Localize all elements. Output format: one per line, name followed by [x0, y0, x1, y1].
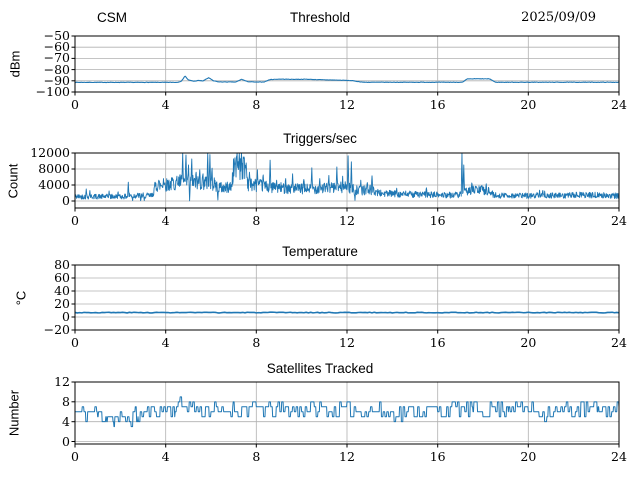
series-line-threshold-dbm	[74, 75, 620, 84]
x-tick-label: 12	[339, 449, 355, 464]
chart1-date: 2025/09/09	[521, 10, 596, 25]
y-tick-label: 12	[54, 374, 70, 389]
y-tick-label: 0	[62, 433, 70, 449]
x-tick-label: 8	[252, 335, 261, 350]
chart2-title: Triggers/sec	[283, 131, 357, 146]
chart3-title: Temperature	[282, 244, 358, 259]
x-tick-label: 20	[520, 335, 537, 350]
y-tick-label: 0	[62, 193, 70, 208]
chart2-y-axis-label: Count	[5, 163, 21, 199]
x-tick-label: 4	[161, 335, 170, 350]
x-tick-label: 0	[71, 335, 79, 350]
y-tick-label: 20	[54, 296, 70, 311]
x-tick-label: 4	[161, 213, 170, 228]
y-tick-label: −100	[35, 84, 70, 99]
series-line-satellites-tracked	[74, 396, 620, 428]
x-tick-label: 4	[161, 449, 170, 464]
x-tick-label: 8	[252, 97, 261, 112]
y-tick-label: −90	[43, 72, 70, 88]
x-tick-label: 12	[339, 335, 355, 350]
x-tick-label: 20	[520, 449, 537, 464]
chart1-left-title: CSM	[97, 10, 127, 25]
y-tick-label: 60	[54, 270, 70, 285]
x-tick-label: 16	[429, 449, 446, 464]
x-tick-label: 24	[611, 335, 627, 350]
chart4-y-axis-label: Number	[6, 389, 22, 437]
x-tick-label: 0	[71, 213, 79, 228]
y-tick-label: 8	[62, 393, 70, 409]
chart4-title: Satellites Tracked	[266, 361, 374, 376]
y-tick-label: 0	[62, 309, 70, 324]
y-tick-label: −50	[43, 28, 70, 43]
y-tick-label: 40	[54, 283, 70, 298]
x-tick-label: 8	[252, 213, 261, 228]
series-line-triggers-per-sec	[74, 152, 620, 202]
x-tick-label: 24	[611, 449, 627, 464]
x-tick-label: 4	[161, 97, 170, 112]
y-tick-label: −80	[43, 61, 70, 77]
x-tick-label: 12	[339, 97, 355, 112]
x-tick-label: 20	[520, 97, 537, 112]
y-tick-label: −20	[43, 322, 70, 337]
x-tick-label: 24	[611, 213, 627, 228]
x-tick-label: 12	[339, 213, 355, 228]
y-tick-label: 80	[54, 257, 70, 272]
y-tick-label: 8000	[38, 161, 70, 176]
x-tick-label: 0	[71, 449, 79, 464]
y-tick-label: 4	[62, 413, 70, 429]
chart1-y-axis-label: dBm	[7, 50, 23, 78]
x-tick-label: 16	[429, 213, 446, 228]
y-tick-label: −60	[43, 39, 70, 55]
series-line-temperature-c	[74, 311, 620, 314]
x-tick-label: 20	[520, 213, 537, 228]
y-tick-label: 12000	[30, 145, 70, 160]
y-tick-label: −70	[43, 50, 70, 66]
x-tick-label: 16	[429, 97, 446, 112]
x-tick-label: 0	[71, 97, 79, 112]
x-tick-label: 16	[429, 335, 446, 350]
chart1-title: Threshold	[289, 10, 351, 25]
x-tick-label: 8	[252, 449, 261, 464]
x-tick-label: 24	[611, 97, 627, 112]
y-tick-label: 4000	[38, 177, 70, 192]
